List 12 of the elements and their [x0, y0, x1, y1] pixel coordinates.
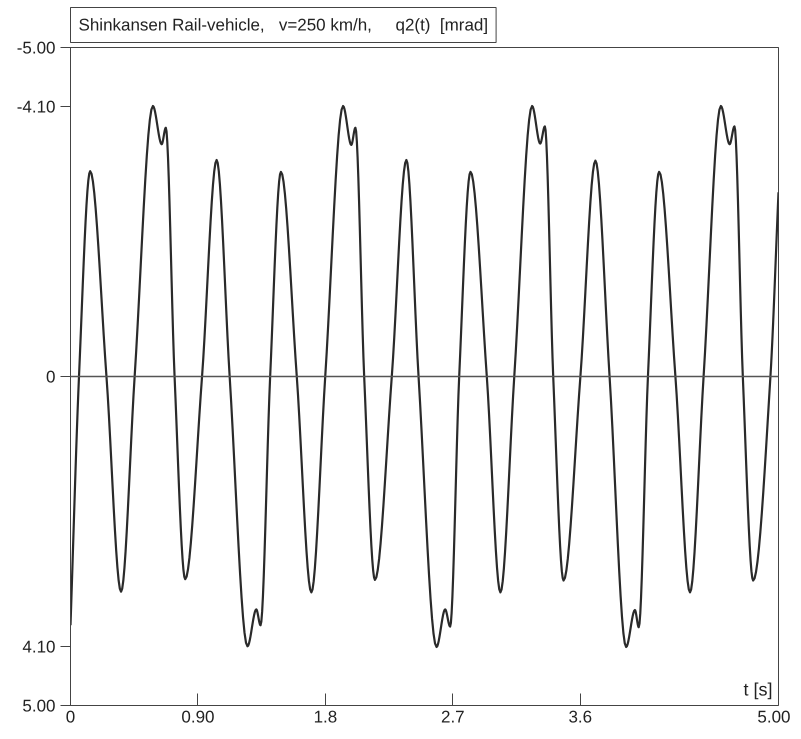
x-tick-label: 0	[66, 708, 76, 726]
x-tick-label: 2.7	[441, 708, 465, 726]
x-axis-title: t [s]	[743, 680, 773, 700]
y-tick-label: -4.10	[16, 98, 56, 117]
y-tick-label: 4.10	[22, 637, 56, 656]
x-tick-label: 1.8	[314, 708, 338, 726]
x-tick-label: 0.90	[181, 708, 214, 726]
chart-title: Shinkansen Rail-vehicle, v=250 km/h, q2(t) [mrad]	[78, 16, 488, 34]
y-tick-label: 0	[46, 368, 56, 386]
x-tick-label: 3.6	[568, 708, 592, 726]
x-tick-label: 5.00	[757, 708, 791, 726]
y-tick-label: -5.00	[16, 38, 56, 58]
